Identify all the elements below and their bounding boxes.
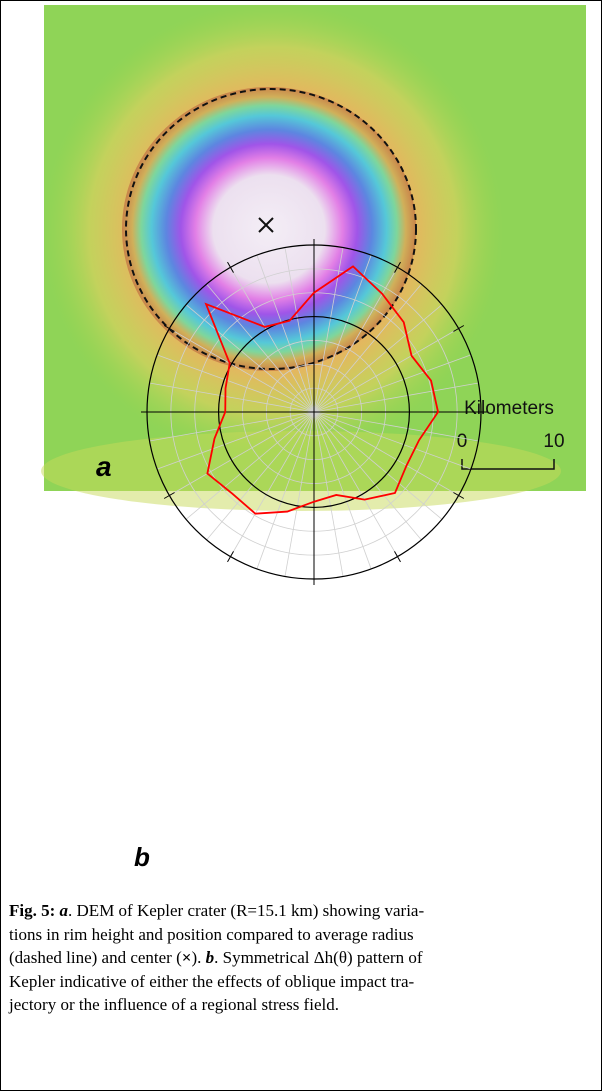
caption-line: Kepler indicative of either the effects … [9,970,424,994]
caption-text: Kepler indicative of either the effects … [9,972,414,991]
caption: Fig. 5: a. DEM of Kepler crater (R=15.1 … [9,899,424,1017]
caption-text: ). [191,948,205,967]
scale-end: 10 [543,431,564,452]
caption-text: × [182,948,192,967]
caption-line: Fig. 5: a. DEM of Kepler crater (R=15.1 … [9,899,424,923]
caption-text: (dashed line) and center ( [9,948,182,967]
caption-text: . Symmetrical Δh(θ) pattern of [214,948,422,967]
caption-line: (dashed line) and center (×). b. Symmetr… [9,946,424,970]
caption-text: . DEM of Kepler crater (R=15.1 km) showi… [68,901,424,920]
figure: a Kilometers 0 10 b Fig. 5: a. DEM of Ke… [0,0,602,1091]
tick-mark [228,551,234,561]
caption-line: jectory or the influence of a regional s… [9,993,424,1017]
figure-graphics: a Kilometers 0 10 b [1,1,601,891]
caption-line: tions in rim height and position compare… [9,923,424,947]
caption-text: jectory or the influence of a regional s… [9,995,339,1014]
caption-text: Fig. 5: [9,901,60,920]
caption-text: a [60,901,69,920]
scale-start: 0 [457,431,468,452]
scale-title: Kilometers [464,398,554,419]
panel-label: a [96,451,112,482]
caption-text: b [206,948,215,967]
tick-mark [395,551,401,561]
panel-label: b [134,842,150,872]
caption-text: tions in rim height and position compare… [9,925,414,944]
